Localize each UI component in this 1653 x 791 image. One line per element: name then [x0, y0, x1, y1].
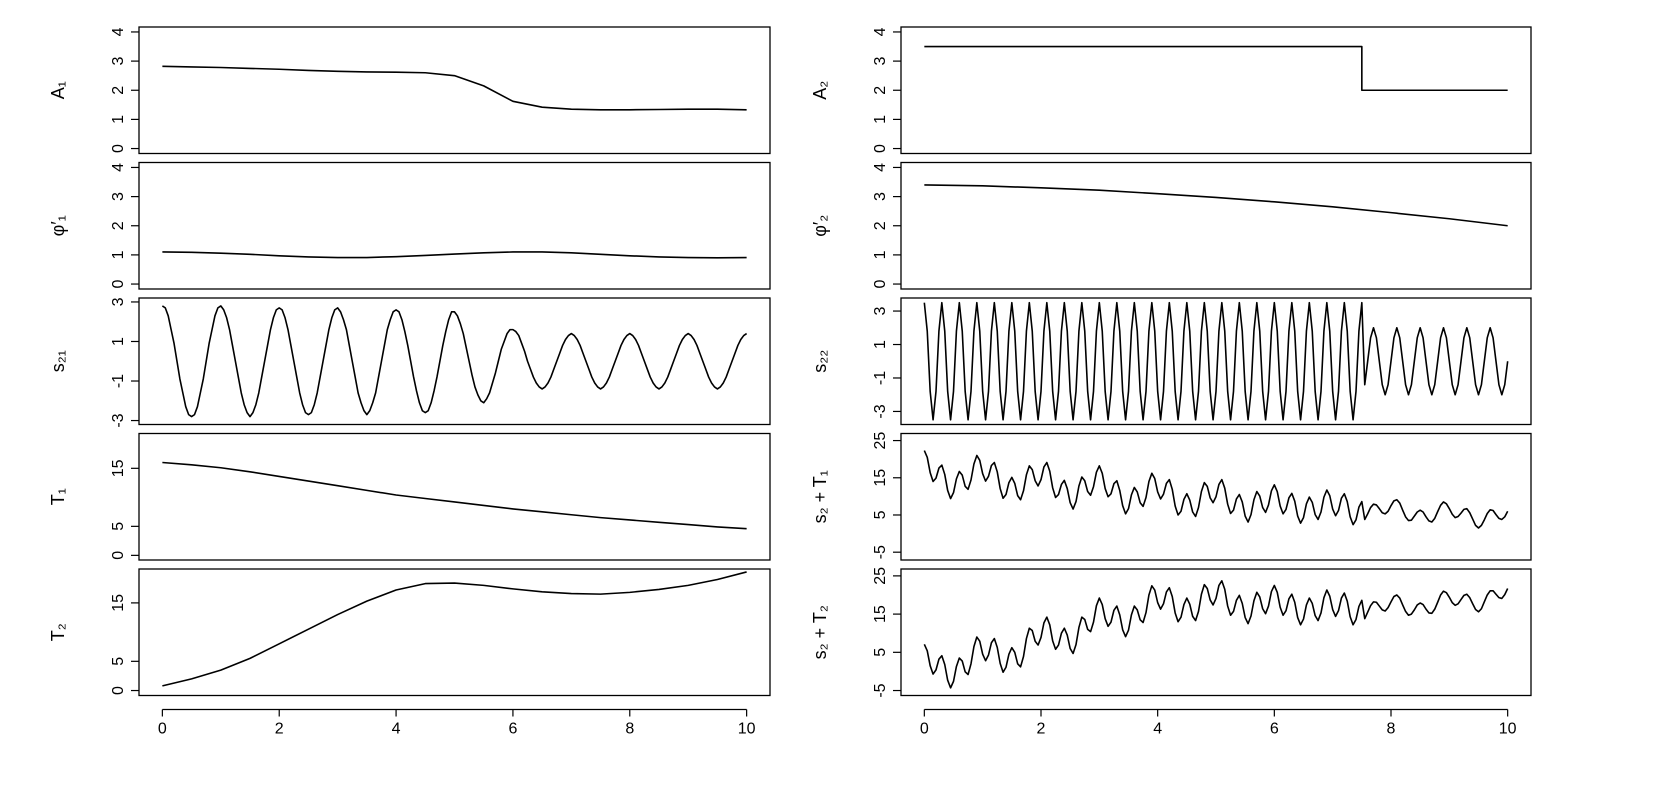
y-axis-label: s₂ + T₁ — [810, 470, 830, 523]
y-tick-label: 2 — [110, 221, 127, 230]
y-tick-label: 0 — [110, 686, 127, 695]
y-axis-label: s₂₁ — [48, 350, 68, 372]
panel-frame — [138, 297, 771, 426]
y-tick-label: -3 — [872, 404, 889, 418]
y-tick-label: 2 — [110, 86, 127, 95]
y-axis-label: T₁ — [48, 488, 68, 505]
y-tick-label: 0 — [110, 144, 127, 153]
line — [161, 305, 748, 418]
y-axis-label: A₂ — [810, 81, 830, 100]
y-tick-label: 1 — [872, 340, 889, 349]
y-tick-label: 25 — [872, 567, 889, 585]
y-tick-label: 1 — [110, 337, 127, 346]
y-tick-label: 4 — [872, 27, 889, 36]
y-tick-label: 3 — [872, 192, 889, 201]
y-tick-label: -5 — [872, 683, 889, 697]
line — [923, 580, 1509, 689]
line — [923, 450, 1509, 529]
y-tick-label: 3 — [872, 57, 889, 66]
x-tick-label: 0 — [158, 721, 167, 738]
y-tick-label: 15 — [872, 469, 889, 487]
line — [162, 251, 747, 259]
x-tick-label: 6 — [1270, 721, 1279, 738]
y-axis-label: A₁ — [48, 81, 68, 99]
x-tick-label: 4 — [392, 721, 401, 738]
y-tick-label: 15 — [110, 594, 127, 612]
y-tick-label: 5 — [872, 648, 889, 657]
y-tick-label: 1 — [110, 250, 127, 259]
x-tick-label: 6 — [508, 721, 517, 738]
y-tick-label: -5 — [872, 545, 889, 559]
panel-frame — [138, 568, 771, 697]
y-tick-label: 1 — [872, 115, 889, 124]
y-tick-label: 3 — [872, 307, 889, 316]
y-tick-label: 5 — [110, 522, 127, 531]
panel-frame — [138, 161, 771, 290]
line — [924, 45, 1508, 92]
y-axis-label: T₂ — [48, 623, 68, 641]
x-tick-label: 0 — [920, 721, 929, 738]
y-tick-label: 3 — [110, 297, 127, 306]
y-tick-label: 0 — [110, 551, 127, 560]
y-tick-label: 5 — [110, 657, 127, 666]
y-tick-label: -3 — [110, 413, 127, 427]
x-tick-label: 2 — [275, 721, 284, 738]
line — [162, 461, 747, 530]
x-tick-label: 8 — [625, 721, 634, 738]
y-axis-label: s₂₂ — [810, 350, 830, 373]
y-tick-label: 1 — [872, 250, 889, 259]
y-tick-label: 15 — [872, 605, 889, 623]
y-tick-label: -1 — [872, 371, 889, 385]
y-tick-label: 0 — [872, 279, 889, 288]
x-tick-label: 4 — [1153, 721, 1162, 738]
y-tick-label: 4 — [110, 27, 127, 36]
panel-frame — [900, 161, 1532, 290]
y-tick-label: 25 — [872, 432, 889, 450]
y-tick-label: 4 — [872, 163, 889, 172]
panel-frame — [138, 26, 771, 155]
y-tick-label: 1 — [110, 115, 127, 124]
y-tick-label: 0 — [872, 144, 889, 153]
x-tick-label: 10 — [1499, 721, 1517, 738]
line — [924, 184, 1508, 227]
y-tick-label: 2 — [872, 221, 889, 230]
y-axis-label: s₂ + T₂ — [810, 605, 830, 659]
y-tick-label: 3 — [110, 57, 127, 66]
panel-frame — [900, 432, 1532, 561]
y-tick-label: 3 — [110, 192, 127, 201]
y-tick-label: 0 — [110, 279, 127, 288]
x-tick-label: 2 — [1037, 721, 1046, 738]
x-tick-label: 8 — [1387, 721, 1396, 738]
y-tick-label: 5 — [872, 510, 889, 519]
y-tick-label: 15 — [110, 459, 127, 477]
x-tick-label: 10 — [738, 721, 756, 738]
y-tick-label: -1 — [110, 374, 127, 388]
panel-frame — [900, 297, 1532, 426]
panel-frame — [900, 568, 1532, 697]
y-axis-label: φ′₁ — [48, 215, 68, 236]
panel-frame — [138, 432, 771, 561]
line — [162, 65, 747, 111]
y-tick-label: 2 — [872, 86, 889, 95]
y-tick-label: 4 — [110, 163, 127, 172]
line — [923, 301, 1509, 421]
line — [162, 571, 747, 687]
y-axis-label: φ′₂ — [810, 215, 830, 237]
